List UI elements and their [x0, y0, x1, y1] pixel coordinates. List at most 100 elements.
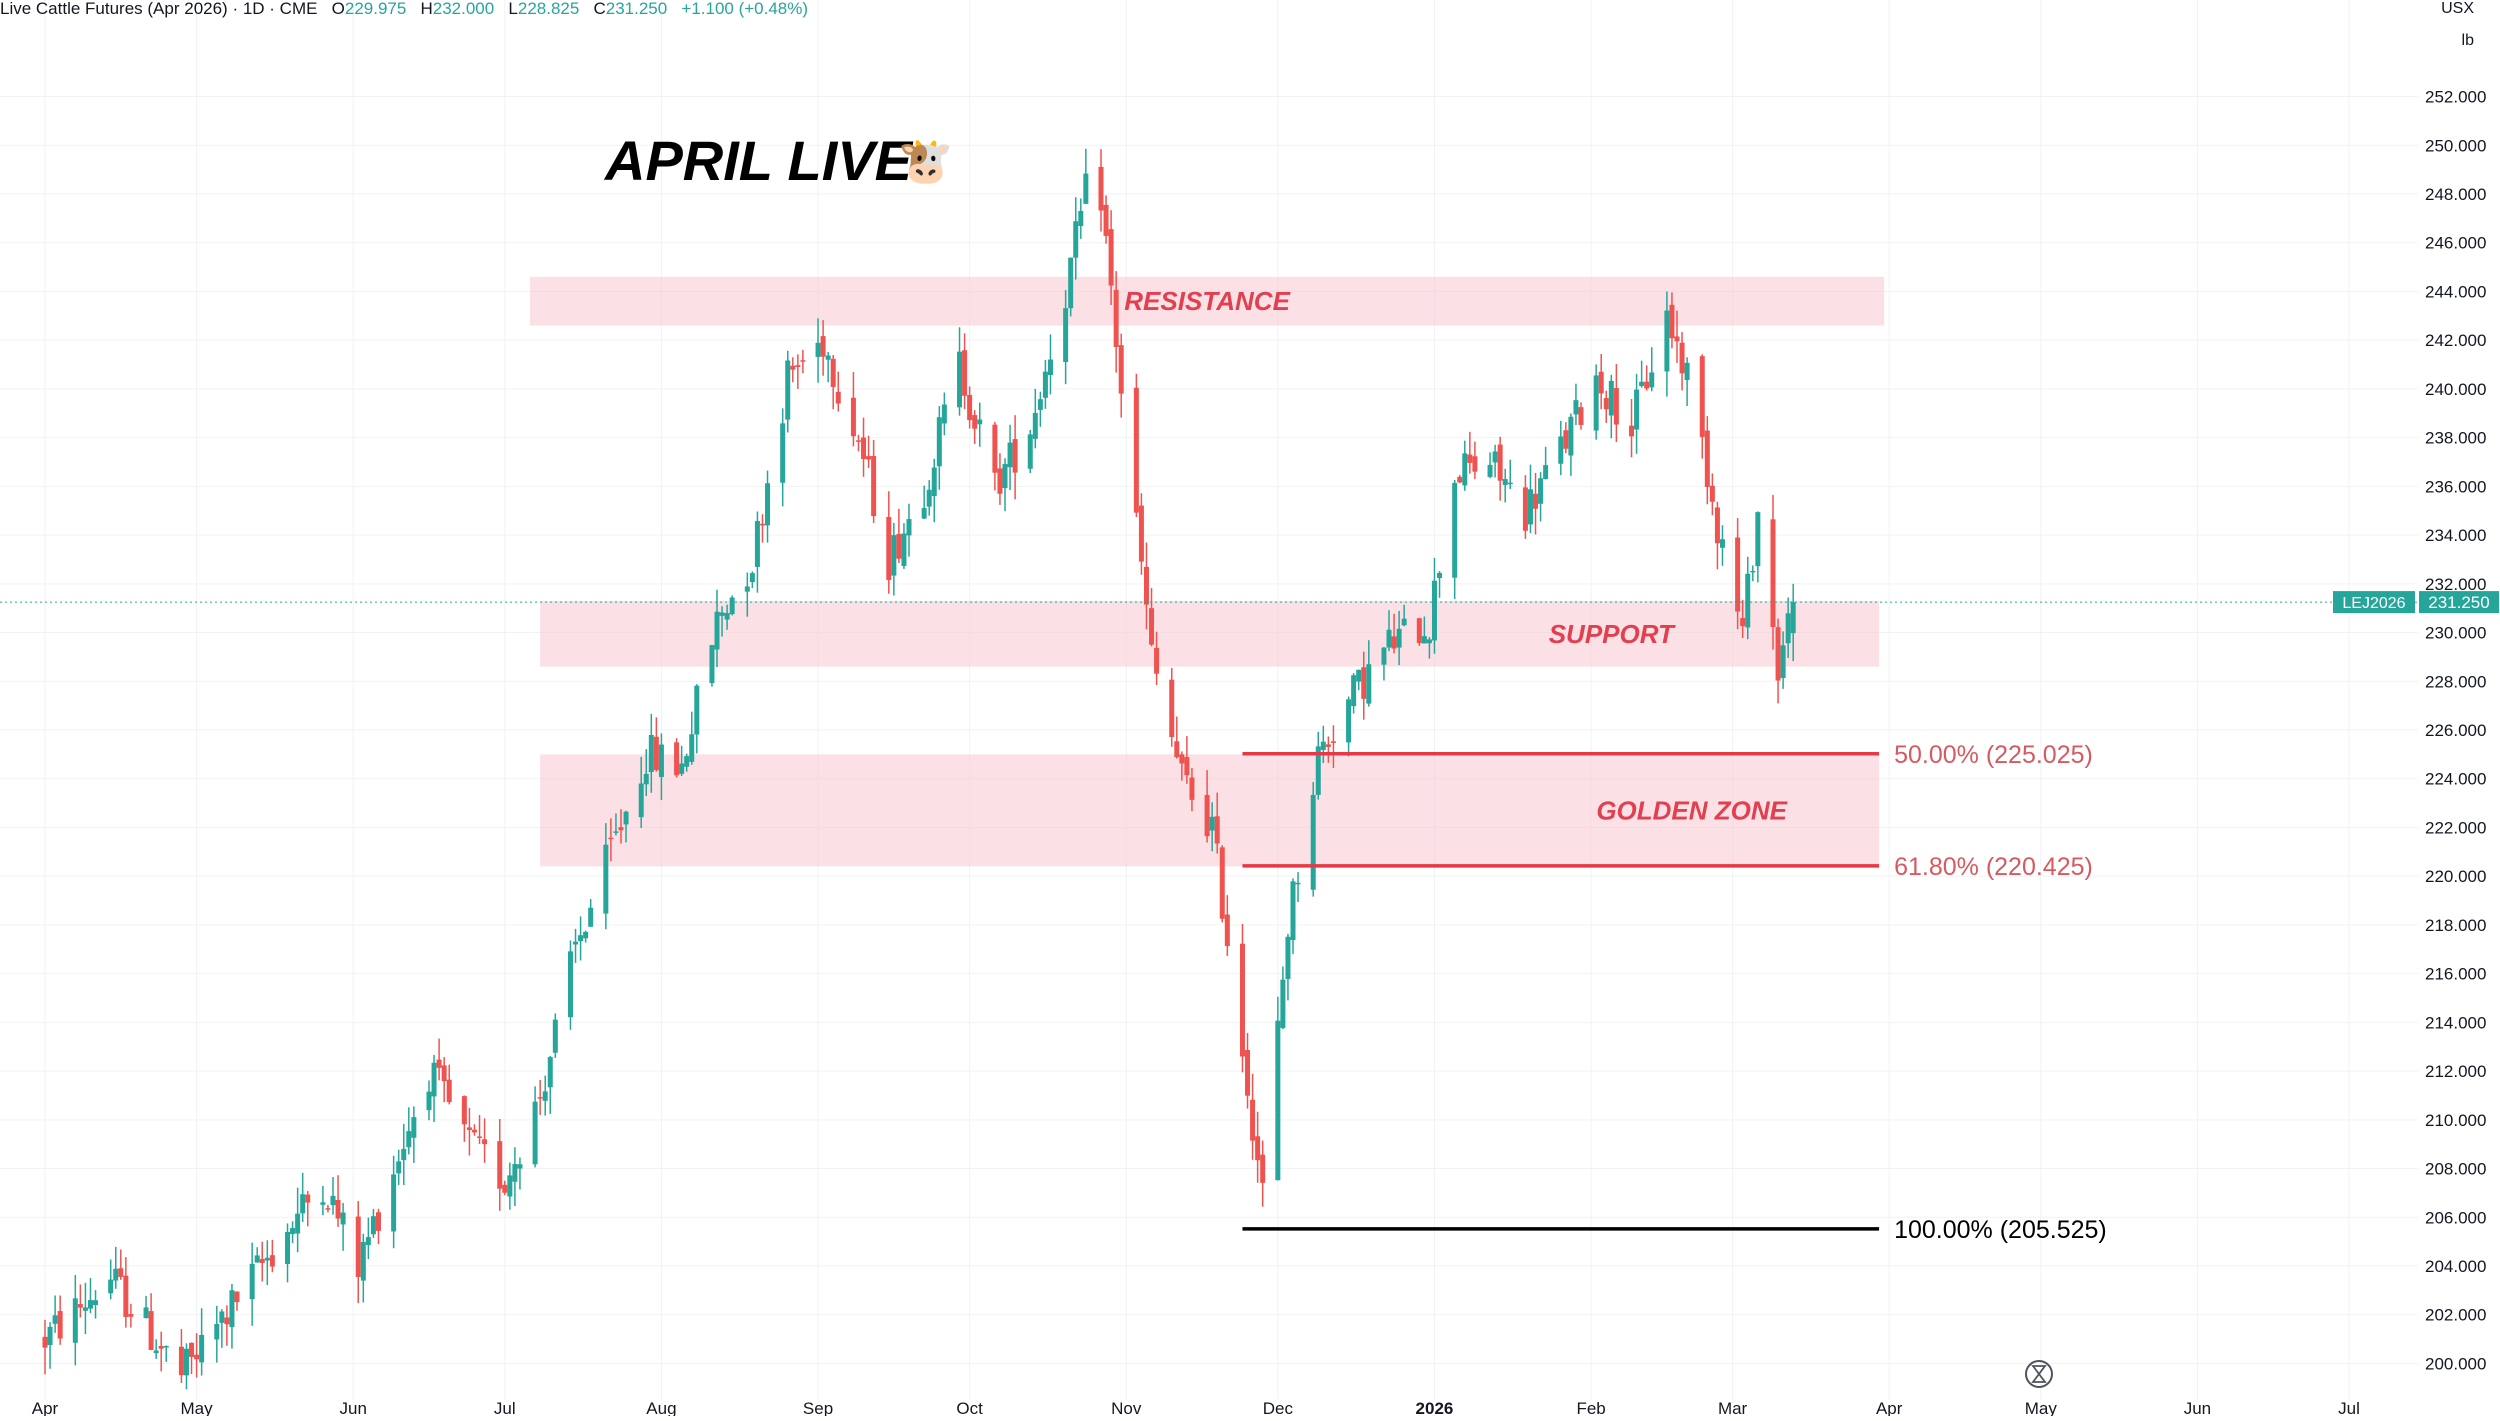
candle-body-up[interactable]: [694, 685, 700, 735]
candle-body-up[interactable]: [219, 1311, 225, 1323]
candle-body-down[interactable]: [1239, 943, 1245, 1057]
candle-body-down[interactable]: [1563, 430, 1569, 449]
candle-body-up[interactable]: [431, 1062, 437, 1097]
candle-body-up[interactable]: [1573, 400, 1579, 415]
candle-body-up[interactable]: [52, 1315, 58, 1324]
candle-body-down[interactable]: [118, 1268, 124, 1277]
candle-body-up[interactable]: [1527, 489, 1533, 525]
candle-body-down[interactable]: [375, 1212, 381, 1231]
candle-body-up[interactable]: [330, 1195, 336, 1206]
candle-body-up[interactable]: [1543, 465, 1549, 479]
candle-body-down[interactable]: [1108, 229, 1114, 286]
candle-body-down[interactable]: [1154, 647, 1160, 674]
candle-body-up[interactable]: [47, 1326, 53, 1346]
candle-body-up[interactable]: [567, 951, 573, 1018]
candle-body-down[interactable]: [795, 365, 801, 367]
candle-body-down[interactable]: [1149, 608, 1155, 645]
candle-body-up[interactable]: [1568, 416, 1574, 456]
candle-body-up[interactable]: [936, 417, 942, 467]
candle-body-up[interactable]: [578, 935, 584, 942]
candle-body-up[interactable]: [901, 533, 907, 566]
candle-body-up[interactable]: [391, 1174, 397, 1232]
candle-body-down[interactable]: [158, 1346, 164, 1349]
candle-body-up[interactable]: [411, 1117, 417, 1138]
candle-body-down[interactable]: [1740, 617, 1746, 627]
candle-body-down[interactable]: [997, 468, 1003, 494]
candle-body-up[interactable]: [93, 1300, 99, 1306]
candle-body-up[interactable]: [406, 1131, 412, 1148]
candle-body-up[interactable]: [1421, 636, 1427, 644]
candle-body-down[interactable]: [886, 516, 892, 581]
candle-body-down[interactable]: [57, 1311, 63, 1339]
candle-body-up[interactable]: [1396, 628, 1402, 648]
candle-body-up[interactable]: [785, 360, 791, 420]
candle-body-up[interactable]: [921, 508, 927, 519]
candle-body-up[interactable]: [199, 1334, 205, 1363]
candle-body-up[interactable]: [638, 783, 644, 818]
candle-body-down[interactable]: [1138, 505, 1144, 562]
candle-body-up[interactable]: [1386, 629, 1392, 648]
candle-body-up[interactable]: [1634, 389, 1640, 430]
candle-body-up[interactable]: [153, 1350, 159, 1354]
candle-body-up[interactable]: [1639, 381, 1645, 387]
candle-body-down[interactable]: [42, 1336, 48, 1348]
candle-body-down[interactable]: [992, 424, 998, 473]
candle-body-down[interactable]: [1629, 425, 1635, 437]
candle-body-up[interactable]: [1785, 613, 1791, 644]
candle-body-up[interactable]: [658, 744, 664, 778]
candle-body-down[interactable]: [497, 1141, 503, 1189]
candle-body-down[interactable]: [194, 1354, 200, 1360]
candle-body-down[interactable]: [1325, 744, 1331, 747]
candle-body-up[interactable]: [1037, 399, 1043, 410]
candle-body-down[interactable]: [850, 397, 856, 437]
candle-body-down[interactable]: [128, 1314, 134, 1317]
candle-body-up[interactable]: [1664, 310, 1670, 372]
candle-body-up[interactable]: [264, 1257, 270, 1261]
candle-body-up[interactable]: [1002, 464, 1008, 489]
candle-body-up[interactable]: [613, 831, 619, 833]
candle-body-up[interactable]: [724, 613, 730, 620]
candle-body-down[interactable]: [861, 437, 867, 459]
candle-body-up[interactable]: [648, 734, 654, 772]
candle-body-down[interactable]: [1674, 336, 1680, 342]
candle-body-down[interactable]: [1669, 304, 1675, 339]
candle-body-up[interactable]: [709, 645, 715, 684]
candle-body-down[interactable]: [1704, 430, 1710, 487]
zone-resistance[interactable]: [530, 276, 1885, 326]
candle-body-down[interactable]: [537, 1097, 543, 1099]
candle-body-up[interactable]: [729, 597, 735, 615]
candle-body-down[interactable]: [1679, 342, 1685, 374]
candle-body-up[interactable]: [1320, 741, 1326, 750]
candle-body-up[interactable]: [1078, 210, 1084, 227]
candle-body-up[interactable]: [1719, 539, 1725, 548]
candle-body-up[interactable]: [588, 907, 594, 927]
candle-body-down[interactable]: [1184, 757, 1190, 776]
candle-body-down[interactable]: [1214, 816, 1220, 844]
candle-body-up[interactable]: [82, 1307, 88, 1311]
candle-body-down[interactable]: [335, 1199, 341, 1219]
candle-body-down[interactable]: [1118, 345, 1124, 394]
candle-body-up[interactable]: [1462, 453, 1468, 486]
candle-body-up[interactable]: [623, 811, 629, 825]
candle-body-down[interactable]: [1245, 1050, 1251, 1096]
candle-body-up[interactable]: [360, 1241, 366, 1281]
candle-body-up[interactable]: [517, 1164, 523, 1169]
candle-body-up[interactable]: [547, 1057, 553, 1088]
candle-body-down[interactable]: [355, 1216, 361, 1277]
candle-body-up[interactable]: [1492, 451, 1498, 463]
candle-body-up[interactable]: [229, 1290, 235, 1328]
candle-body-down[interactable]: [224, 1317, 230, 1325]
candle-body-up[interactable]: [163, 1346, 169, 1348]
candle-body-down[interactable]: [1174, 741, 1180, 758]
candle-body-up[interactable]: [744, 586, 750, 592]
candle-body-up[interactable]: [1063, 308, 1069, 363]
candle-body-up[interactable]: [891, 535, 897, 576]
candle-body-up[interactable]: [1047, 359, 1053, 375]
candle-body-up[interactable]: [815, 342, 821, 357]
candle-body-up[interactable]: [1558, 436, 1564, 464]
candle-body-up[interactable]: [977, 419, 983, 425]
candle-body-down[interactable]: [972, 415, 978, 429]
candle-body-up[interactable]: [643, 773, 649, 785]
